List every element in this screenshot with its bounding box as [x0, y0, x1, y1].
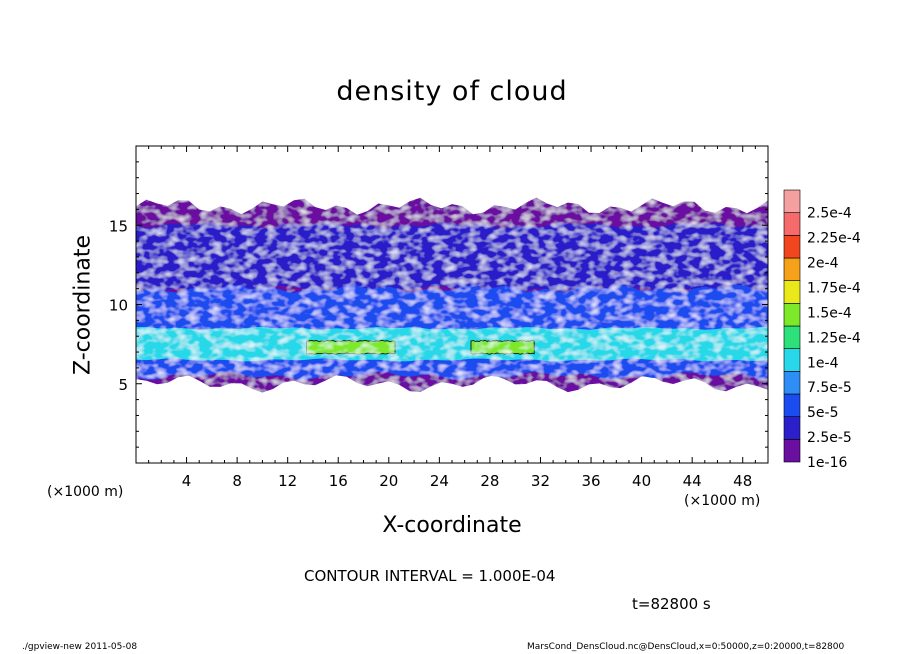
layer-upper-layer	[136, 222, 768, 292]
colorbar-label: 1.75e-4	[807, 280, 861, 296]
colorbar-swatch	[783, 416, 801, 440]
x-unit-label-left: (×1000 m)	[47, 484, 124, 500]
x-tick-label: 4	[182, 472, 192, 490]
colorbar-swatch	[783, 235, 801, 259]
colorbar-label: 1.25e-4	[807, 330, 861, 346]
x-tick-label: 24	[430, 472, 449, 490]
x-tick-label: 12	[278, 472, 297, 490]
x-tick-label: 28	[480, 472, 499, 490]
x-tick-label: 44	[683, 472, 702, 490]
colorbar-label: 7.5e-5	[807, 380, 852, 396]
colorbar-label: 2e-4	[807, 256, 839, 272]
x-tick-label: 48	[733, 472, 752, 490]
x-tick-label: 36	[581, 472, 600, 490]
colorbar-swatch	[783, 257, 801, 281]
colorbar-swatch	[783, 189, 801, 213]
x-tick-label: 16	[329, 472, 348, 490]
y-tick-label: 15	[109, 217, 128, 235]
x-unit-label-right: (×1000 m)	[684, 493, 761, 509]
colorbar: 1e-16 2.5e-5 5e-5 7.5e-5 1e-4 1.25e-4 1.5e-4 1.…	[783, 189, 861, 471]
contour-interval-label: CONTOUR INTERVAL = 1.000E-04	[304, 567, 556, 585]
colorbar-swatch	[783, 325, 801, 349]
colorbar-swatch	[783, 371, 801, 395]
colorbar-swatch	[783, 393, 801, 417]
x-axis-label: X-coordinate	[382, 513, 522, 538]
x-axis: 4 8 12 16 20 24 28 32 36 40 44 48	[148, 146, 756, 490]
colorbar-swatch	[783, 212, 801, 236]
x-tick-label: 32	[531, 472, 550, 490]
colorbar-label: 2.25e-4	[807, 231, 861, 247]
layer-peak-patches	[470, 339, 535, 355]
colorbar-label: 1e-4	[807, 355, 839, 371]
footer-left: ./gpview-new 2011-05-08	[22, 642, 138, 652]
colorbar-swatch	[783, 303, 801, 327]
colorbar-swatch	[783, 439, 801, 463]
colorbar-label: 2.5e-5	[807, 430, 852, 446]
time-label: t=82800 s	[632, 595, 711, 613]
colorbar-swatch	[783, 280, 801, 304]
colorbar-label: 1e-16	[807, 455, 847, 471]
y-axis: 5 10 15	[109, 161, 768, 448]
colorbar-label: 5e-5	[807, 405, 838, 421]
x-tick-label: 8	[232, 472, 242, 490]
layer-core	[136, 326, 768, 362]
colorbar-label: 2.5e-4	[807, 206, 852, 222]
footer-right: MarsCond_DensCloud.nc@DensCloud,x=0:5000…	[527, 642, 845, 652]
density-field	[136, 197, 768, 393]
chart-title: density of cloud	[336, 76, 568, 107]
y-tick-label: 5	[118, 376, 128, 394]
x-tick-label: 40	[632, 472, 651, 490]
colorbar-swatch	[783, 348, 801, 372]
layer-peak-patches	[306, 339, 396, 355]
colorbar-label: 1.5e-4	[807, 305, 852, 321]
x-tick-label: 20	[379, 472, 398, 490]
y-tick-label: 10	[109, 297, 128, 315]
